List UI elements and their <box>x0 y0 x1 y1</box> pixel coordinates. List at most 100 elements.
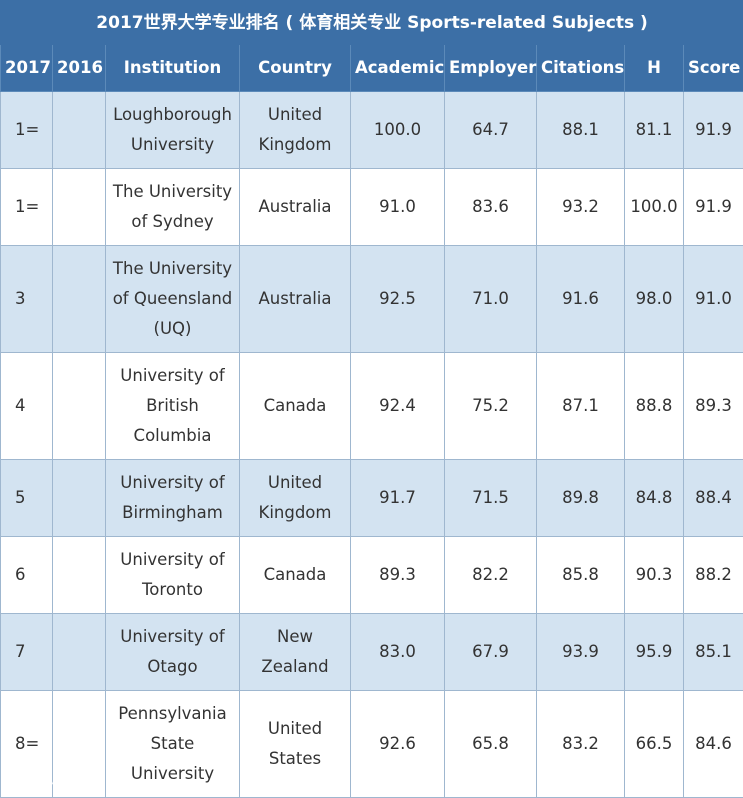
citations-cell: 93.2 <box>536 168 625 246</box>
country-line: Canada <box>263 565 327 584</box>
country-cell: United Kingdom <box>239 91 351 169</box>
country-line: Kingdom <box>258 135 332 154</box>
table-row: 4 University of British Columbia Canada 92.4 7… <box>0 352 743 460</box>
header-employer: Employer <box>444 44 537 92</box>
institution-line: University of <box>120 366 225 385</box>
academic-cell: 91.7 <box>350 459 445 537</box>
rank-2016-cell <box>52 459 106 537</box>
institution-line: of Queensland <box>112 289 233 308</box>
academic-cell: 92.6 <box>350 690 445 798</box>
country-cell: Canada <box>239 536 351 614</box>
country-line: United <box>267 473 323 492</box>
score-cell: 84.6 <box>682 690 743 798</box>
header-citations: Citations <box>536 44 625 92</box>
rank-2017-cell: 1= <box>0 91 53 169</box>
header-institution: Institution <box>105 44 240 92</box>
header-score: Score <box>682 44 743 92</box>
score-cell: 91.9 <box>682 91 743 169</box>
employer-cell: 83.6 <box>444 168 537 246</box>
country-line: Zealand <box>261 657 329 676</box>
score-cell: 91.9 <box>682 168 743 246</box>
table-row: 3 The University of Queensland (UQ) Australi… <box>0 245 743 353</box>
score-cell: 89.3 <box>682 352 743 460</box>
rank-2017-cell: 1= <box>0 168 53 246</box>
citations-cell: 83.2 <box>536 690 625 798</box>
citations-cell: 85.8 <box>536 536 625 614</box>
institution-cell: The University of Queensland (UQ) <box>105 245 240 353</box>
citations-cell: 89.8 <box>536 459 625 537</box>
academic-cell: 100.0 <box>350 91 445 169</box>
watermark-logo-icon <box>8 777 30 792</box>
institution-line: University of <box>120 550 225 569</box>
country-line: Australia <box>258 289 332 308</box>
institution-cell: Pennsylvania State University <box>105 690 240 798</box>
header-academic: Academic <box>350 44 445 92</box>
country-line: Kingdom <box>258 503 332 522</box>
country-line: Australia <box>258 197 332 216</box>
header-row: 2017 2016 Institution Country Academic E… <box>0 44 743 92</box>
citations-cell: 88.1 <box>536 91 625 169</box>
h-index-cell: 100.0 <box>624 168 684 246</box>
country-line: States <box>268 749 322 768</box>
academic-cell: 83.0 <box>350 613 445 691</box>
rank-2017-cell: 6 <box>0 536 53 614</box>
institution-line: Otago <box>147 657 198 676</box>
institution-cell: University of Otago <box>105 613 240 691</box>
watermark-text: 六维空间 <box>34 779 87 794</box>
h-index-cell: 98.0 <box>624 245 684 353</box>
employer-cell: 71.0 <box>444 245 537 353</box>
h-index-cell: 81.1 <box>624 91 684 169</box>
rank-2016-cell <box>52 536 106 614</box>
employer-cell: 75.2 <box>444 352 537 460</box>
rank-2016-cell <box>52 245 106 353</box>
institution-line: British <box>146 396 199 415</box>
rank-2016-cell <box>52 168 106 246</box>
institution-line: Columbia <box>133 426 212 445</box>
citations-cell: 87.1 <box>536 352 625 460</box>
rank-2016-cell <box>52 352 106 460</box>
header-2017: 2017 <box>0 44 53 92</box>
institution-line: University of <box>120 627 225 646</box>
institution-line: Toronto <box>142 580 203 599</box>
table-row: 8= Pennsylvania State University United State… <box>0 690 743 798</box>
header-country: Country <box>239 44 351 92</box>
rank-2016-cell <box>52 91 106 169</box>
country-cell: Canada <box>239 352 351 460</box>
country-line: United <box>267 105 323 124</box>
academic-cell: 92.4 <box>350 352 445 460</box>
score-cell: 88.4 <box>682 459 743 537</box>
rank-2017-cell: 5 <box>0 459 53 537</box>
table-row: 6 University of Toronto Canada 89.3 82.2 85.8 9… <box>0 536 743 614</box>
h-index-cell: 88.8 <box>624 352 684 460</box>
h-index-cell: 90.3 <box>624 536 684 614</box>
institution-line: State <box>150 734 195 753</box>
institution-cell: Loughborough University <box>105 91 240 169</box>
country-cell: Australia <box>239 168 351 246</box>
employer-cell: 64.7 <box>444 91 537 169</box>
table-row: 5 University of Birmingham United Kingdom 91.… <box>0 459 743 537</box>
institution-line: of Sydney <box>131 212 214 231</box>
employer-cell: 67.9 <box>444 613 537 691</box>
country-line: United <box>267 719 323 738</box>
citations-cell: 91.6 <box>536 245 625 353</box>
academic-cell: 89.3 <box>350 536 445 614</box>
country-cell: New Zealand <box>239 613 351 691</box>
header-h: H <box>624 44 684 92</box>
score-cell: 91.0 <box>682 245 743 353</box>
institution-line: University <box>130 135 215 154</box>
watermark: 六维空间 <box>8 775 86 794</box>
rank-2017-cell: 3 <box>0 245 53 353</box>
rank-2017-cell: 4 <box>0 352 53 460</box>
institution-line: The University <box>112 259 233 278</box>
institution-line: University <box>130 764 215 783</box>
table-row: 1= The University of Sydney Australia 91.0 83… <box>0 168 743 246</box>
institution-line: University of <box>120 473 225 492</box>
institution-cell: University of Toronto <box>105 536 240 614</box>
institution-line: Loughborough <box>113 105 232 124</box>
academic-cell: 91.0 <box>350 168 445 246</box>
table-row: 7 University of Otago New Zealand 83.0 67.9 93.… <box>0 613 743 691</box>
employer-cell: 65.8 <box>444 690 537 798</box>
rank-2016-cell <box>52 613 106 691</box>
